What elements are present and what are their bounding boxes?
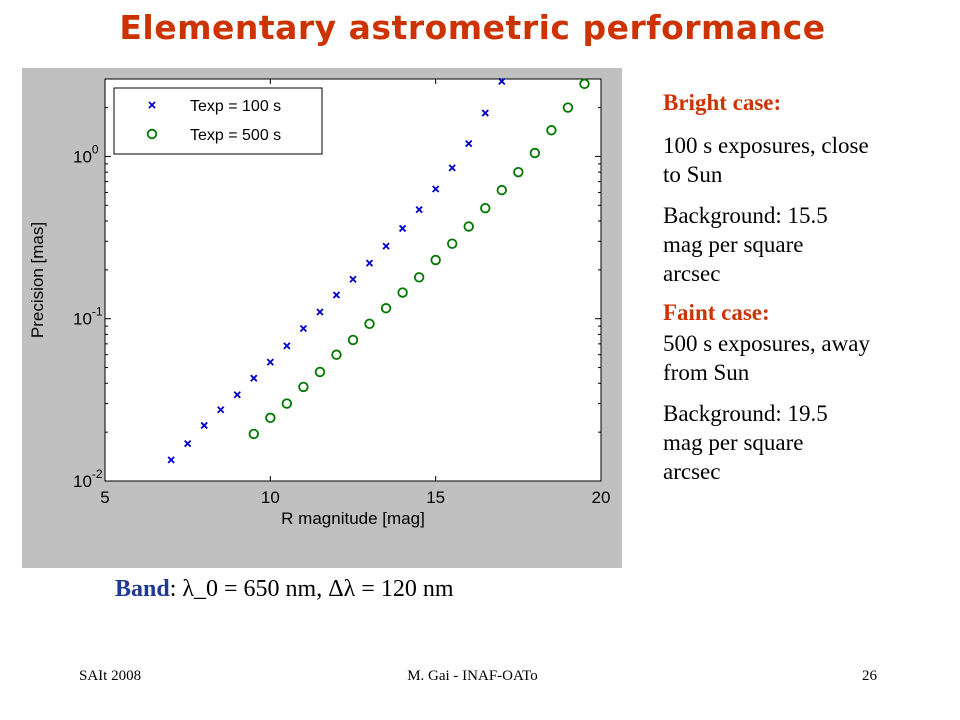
data-point-100s [283,342,291,350]
legend-marker-100s [148,101,156,109]
data-point-100s [432,185,440,193]
data-point-500s [248,428,260,440]
side-notes: Bright case: 100 s exposures, close to S… [663,88,953,486]
legend: Texp = 100 s Texp = 500 s [113,87,323,155]
x-tick-label: 10 [261,488,280,507]
data-point-500s [298,381,309,393]
data-point-500s [579,78,590,90]
data-point-100s [200,421,208,430]
y-tick-label: 10-1 [73,305,103,329]
footer-page-number: 26 [862,668,877,684]
data-point-100s [167,456,175,464]
data-point-100s [365,259,374,267]
data-point-100s [217,406,225,414]
data-point-500s [397,287,408,298]
footer-center: M. Gai - INAF-OATo [407,668,538,684]
data-point-500s [380,303,392,314]
data-point-500s [562,102,574,113]
y-tick-label: 10-2 [73,467,103,491]
faint-background-text: Background: 19.5 mag per square arcsec [663,401,828,484]
data-point-100s [498,77,506,86]
data-point-500s [430,254,441,266]
data-point-500s [496,184,508,196]
data-point-500s [513,166,524,178]
data-point-500s [265,412,276,424]
data-point-500s [546,125,557,136]
precision-chart: 5 10 15 20 100 10-1 10-2 R magnitude [mag] Pre… [28,77,611,528]
data-point-500s [480,202,491,214]
chart-panel: 5 10 15 20 100 10-1 10-2 R magnitude [mag] Pre… [22,68,622,568]
y-axis-label: Precision [mas] [28,222,47,338]
data-point-100s [316,308,324,316]
bright-case-heading: Bright case: [663,90,782,115]
legend-x-marker [148,101,156,109]
x-tick-label: 15 [426,488,445,507]
data-point-100s [299,324,308,333]
legend-box [113,87,323,155]
data-point-500s [529,147,541,159]
x-tick-label: 5 [100,488,109,507]
data-marks [167,77,590,464]
data-point-100s [233,391,241,399]
data-point-100s [398,224,407,233]
band-values: : λ_0 = 650 nm, Δλ = 120 nm [169,576,454,602]
data-point-500s [281,398,293,409]
slide-title: Elementary astrometric performance [119,8,826,47]
data-point-100s [266,358,274,366]
bright-exposure-text: 100 s exposures, close to Sun [663,133,869,187]
data-point-500s [463,221,474,232]
x-axis-label: R magnitude [mag] [281,509,425,528]
legend-o-marker [146,128,158,140]
data-point-100s [415,206,423,214]
band-info: Band: λ_0 = 650 nm, Δλ = 120 nm [115,576,453,603]
data-point-100s [184,439,192,448]
data-point-100s [250,374,258,382]
data-point-500s [314,366,326,378]
faint-case-heading: Faint case: [663,300,770,325]
data-point-100s [332,291,341,299]
data-point-100s [465,139,473,148]
y-tick-label: 100 [73,142,99,166]
legend-marker-500s [146,128,158,140]
data-point-100s [382,242,390,250]
bright-background-text: Background: 15.5 mag per square arcsec [663,203,828,286]
band-label: Band [115,576,170,602]
legend-label-500s: Texp = 500 s [190,127,281,144]
faint-exposure-text: 500 s exposures, away from Sun [663,331,870,385]
data-point-500s [413,272,425,283]
data-point-500s [364,318,375,330]
data-point-500s [347,334,359,346]
footer-left: SAIt 2008 [79,668,142,684]
legend-label-100s: Texp = 100 s [190,98,281,115]
data-point-100s [448,164,456,172]
data-point-100s [349,275,357,283]
data-point-500s [447,238,458,249]
data-point-100s [481,109,489,117]
data-point-500s [331,349,342,360]
x-tick-label: 20 [592,488,611,507]
